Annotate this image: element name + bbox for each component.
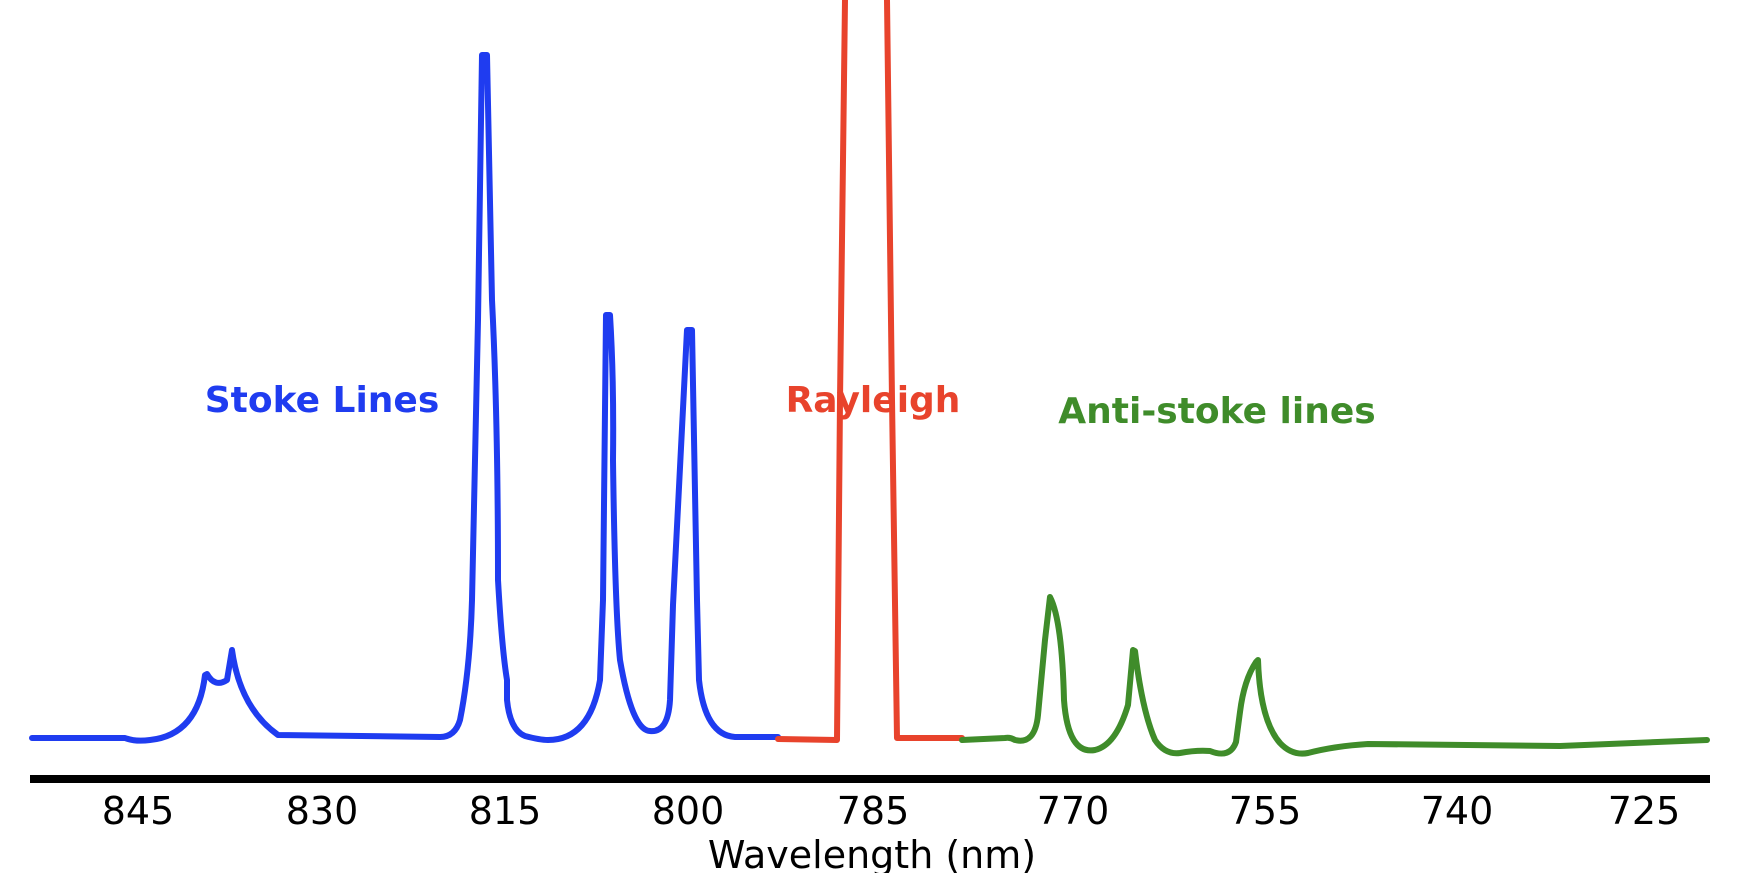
x-tick-label: 755 <box>1229 789 1302 833</box>
x-tick-label: 800 <box>652 789 725 833</box>
x-axis-title: Wavelength (nm) <box>708 833 1036 873</box>
x-tick-label: 815 <box>469 789 542 833</box>
anti-stokes-lines-curve <box>959 594 1710 757</box>
x-tick-label: 770 <box>1037 789 1110 833</box>
x-tick-label: 725 <box>1608 789 1681 833</box>
x-tick-label: 785 <box>837 789 910 833</box>
x-tick-label: 845 <box>102 789 175 833</box>
rayleigh-line-curve <box>775 0 965 743</box>
stokes-lines-label: Stoke Lines <box>205 380 440 421</box>
x-tick-label: 740 <box>1421 789 1494 833</box>
stokes-lines-curve <box>29 52 781 744</box>
x-tick-label: 830 <box>286 789 359 833</box>
anti-stokes-lines-label: Anti-stoke lines <box>1058 391 1375 432</box>
rayleigh-label: Rayleigh <box>786 380 961 421</box>
